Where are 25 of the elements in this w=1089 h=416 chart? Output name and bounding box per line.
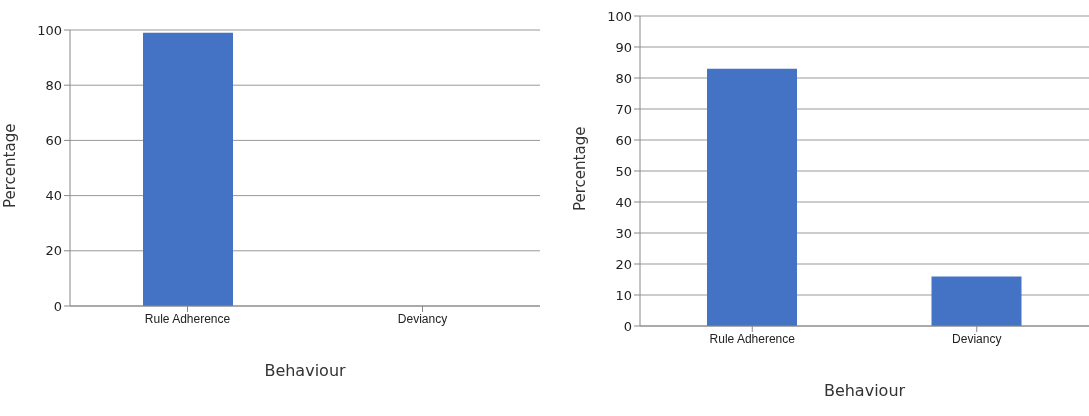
y-axis-title: Percentage [1,123,20,208]
y-tick-label: 20 [45,243,62,259]
y-tick-label: 30 [615,225,632,241]
y-tick-label: 90 [615,39,632,55]
y-tick-label: 0 [53,298,62,314]
y-tick-label: 0 [623,318,632,334]
x-tick-label: Deviancy [397,311,448,326]
y-tick-label: 50 [615,163,632,179]
x-tick-label: Rule Adherence [144,311,231,326]
y-tick-label: 10 [615,287,632,303]
y-tick-label: 70 [615,101,632,117]
y-tick-label: 60 [615,132,632,148]
x-axis-title: Behaviour [264,361,347,380]
y-tick-label: 80 [615,70,632,86]
y-tick-label: 60 [45,133,62,149]
x-axis-title: Behaviour [823,381,906,400]
x-tick-label: Rule Adherence [709,331,796,346]
y-tick-label: 100 [607,8,632,24]
y-tick-label: 80 [45,77,62,93]
y-tick-label: 40 [45,188,62,204]
y-tick-label: 100 [37,22,62,38]
y-tick-label: 40 [615,194,632,210]
y-axis-title: Percentage [571,126,590,211]
x-tick-label: Deviancy [952,331,1002,346]
y-tick-label: 20 [615,256,632,272]
